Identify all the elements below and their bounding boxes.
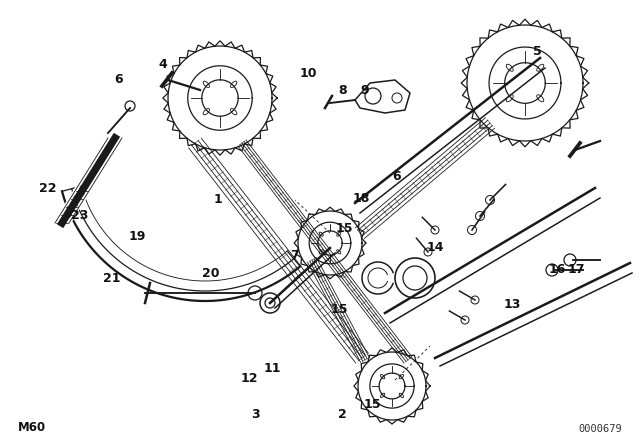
Text: 10: 10 bbox=[300, 67, 317, 81]
Text: 8: 8 bbox=[338, 84, 347, 97]
Text: 0000679: 0000679 bbox=[579, 424, 622, 434]
Text: 5: 5 bbox=[533, 45, 542, 58]
Text: 6: 6 bbox=[114, 73, 123, 86]
Text: 19: 19 bbox=[129, 230, 147, 243]
Text: 4: 4 bbox=[159, 58, 168, 72]
Text: 1: 1 bbox=[213, 193, 222, 206]
Text: 23: 23 bbox=[71, 208, 89, 222]
Text: 13: 13 bbox=[503, 298, 521, 311]
Text: M60: M60 bbox=[18, 421, 46, 434]
Text: 15: 15 bbox=[364, 397, 381, 411]
Text: 22: 22 bbox=[39, 181, 57, 195]
Text: 20: 20 bbox=[202, 267, 220, 280]
Text: 3: 3 bbox=[252, 408, 260, 421]
Text: 7: 7 bbox=[290, 249, 299, 262]
Text: 15: 15 bbox=[335, 222, 353, 235]
Text: 15: 15 bbox=[330, 302, 348, 316]
Text: 11: 11 bbox=[263, 362, 281, 375]
Text: 21: 21 bbox=[103, 272, 121, 285]
Text: 2: 2 bbox=[338, 408, 347, 421]
Text: 12: 12 bbox=[241, 372, 259, 385]
Text: 14: 14 bbox=[426, 241, 444, 254]
Text: 17: 17 bbox=[567, 263, 585, 276]
Text: 6: 6 bbox=[392, 170, 401, 184]
Text: 18: 18 bbox=[353, 192, 371, 206]
Text: 9: 9 bbox=[360, 84, 369, 97]
Text: 16: 16 bbox=[548, 263, 566, 276]
